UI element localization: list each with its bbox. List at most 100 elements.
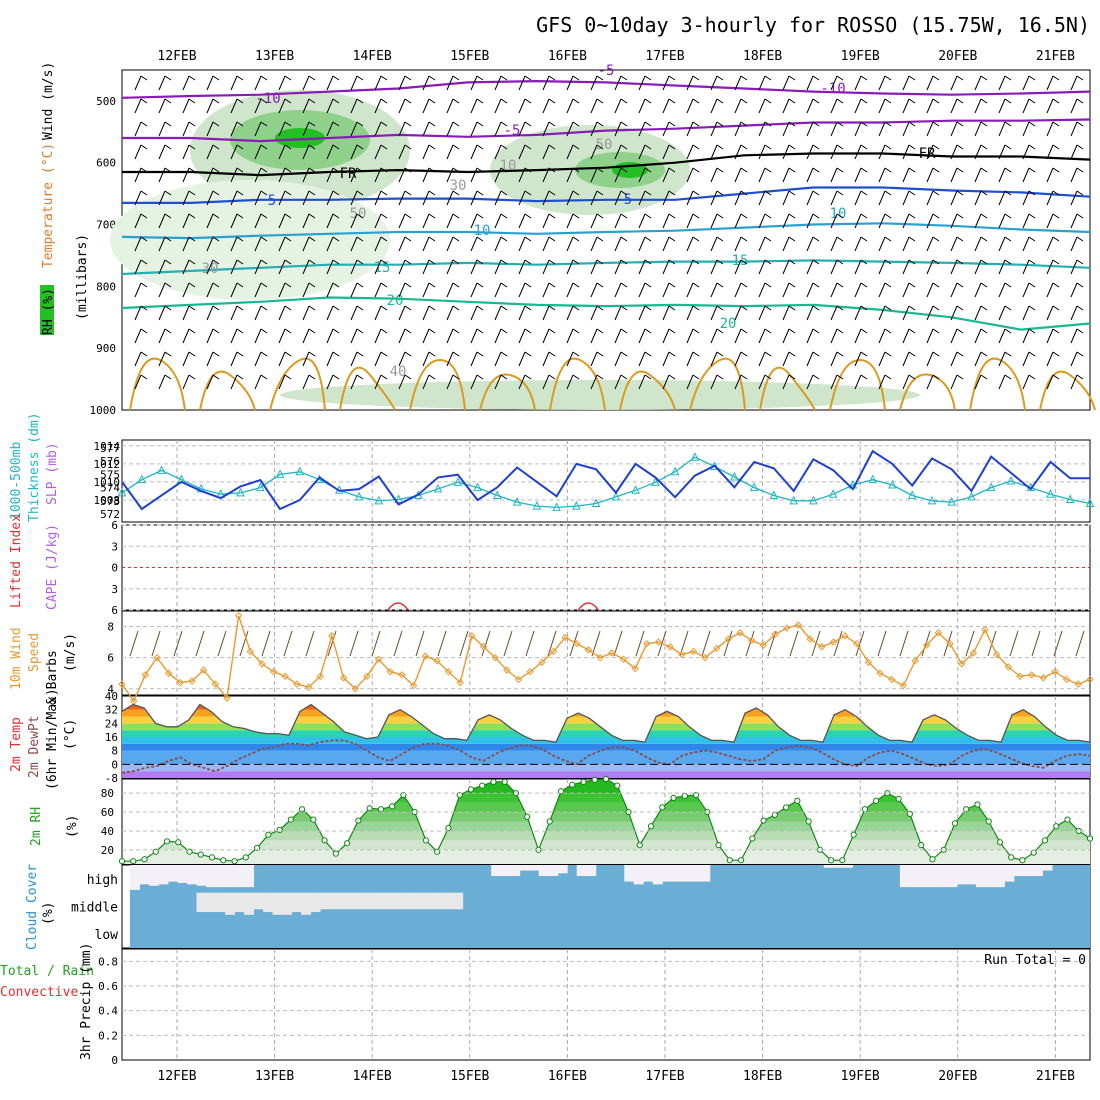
wind-barb <box>1022 144 1036 160</box>
wind-barb-flag <box>476 328 484 334</box>
wind-barb-flag <box>476 190 484 196</box>
wind-barb-flag <box>308 305 316 311</box>
wind-barb <box>902 282 916 298</box>
wind-barb <box>758 213 772 229</box>
wind-barb-flag <box>980 213 988 219</box>
wind-barb-shaft <box>950 98 958 114</box>
rh-tick: 40 <box>101 825 114 838</box>
wind-barb <box>758 328 772 344</box>
wind-barb <box>902 190 916 206</box>
wind-barb-shaft <box>614 259 622 275</box>
wind-barb-flag <box>356 213 364 219</box>
surface-wind-barb <box>195 630 205 657</box>
wind-barb <box>830 213 844 229</box>
cloud-high-bar <box>700 865 711 882</box>
wind-barb <box>758 236 772 252</box>
wind-barb-shaft <box>662 259 670 275</box>
wind-barb <box>446 351 460 367</box>
wind-barb-shaft <box>542 213 550 229</box>
thickness-point <box>394 494 403 503</box>
surface-wind-barb <box>371 630 381 657</box>
wind-barb <box>782 236 796 252</box>
cloud-middle-bar <box>282 892 293 915</box>
wind-barb-flag <box>1052 98 1060 104</box>
wind-barb-shaft <box>542 236 550 252</box>
wind-barb-flag <box>740 213 748 219</box>
wind-barb-shaft <box>302 328 310 344</box>
wind-barb <box>734 167 748 183</box>
wind-barb-shaft <box>518 167 526 183</box>
rh-point <box>963 806 970 813</box>
wind-barb <box>854 167 868 183</box>
wind-speed-point <box>1004 663 1013 671</box>
wind-barb <box>926 98 940 114</box>
cloud-high-bar <box>1023 865 1034 877</box>
wind-barb-flag <box>380 190 388 196</box>
wind-barb-shaft <box>806 374 814 390</box>
top-date-label: 21FEB <box>1036 49 1075 64</box>
wind-barb-flag <box>356 236 364 242</box>
wind-barb-flag <box>932 236 940 242</box>
wind-barb <box>134 144 148 160</box>
wind-barb-shaft <box>326 259 334 275</box>
rh-point <box>1086 835 1094 842</box>
wind-barb-shaft <box>878 328 886 344</box>
wind-barb <box>302 213 316 229</box>
wind-barb-shaft <box>1022 282 1030 298</box>
wind-speed-point <box>433 657 441 665</box>
wind-barb-flag <box>764 98 772 104</box>
wind-barb-shaft <box>710 259 718 275</box>
wind-barb-shaft <box>1070 167 1078 183</box>
wind-barb-shaft <box>254 374 262 390</box>
wind-barb <box>230 236 244 252</box>
wind-barb-flag <box>332 236 340 242</box>
bottom-date-label: 13FEB <box>255 1069 294 1084</box>
wind-barb-flag <box>836 75 844 81</box>
wind-barb-flag <box>668 121 676 127</box>
wind-barb <box>878 259 892 275</box>
wind-barb <box>326 190 340 206</box>
wind-barb-shaft <box>662 190 670 206</box>
wind-barb <box>494 190 508 206</box>
wind-barb <box>950 305 964 321</box>
wind-barb-flag <box>644 75 652 81</box>
wind-barb <box>494 98 508 114</box>
wind-barb-shaft <box>830 213 838 229</box>
wind-barb-shaft <box>926 305 934 321</box>
wind-barb-shaft <box>206 236 214 252</box>
wind-barb-flag <box>500 259 508 265</box>
wind-barb-flag <box>284 259 292 265</box>
wind-barb-shaft <box>182 259 190 275</box>
wind-barb-shaft <box>830 75 838 91</box>
wind-barb <box>134 190 148 206</box>
wind-barb-shaft <box>806 190 814 206</box>
wind-barb-flag <box>260 213 268 219</box>
wind-barb-flag <box>740 190 748 196</box>
wind-barb <box>158 167 172 183</box>
wind-barb <box>254 374 268 390</box>
wind-barb-flag <box>596 259 604 265</box>
wind-barb-shaft <box>926 75 934 91</box>
wind-barb <box>518 259 532 275</box>
wind-barb-flag <box>572 282 580 288</box>
wind-barb-flag <box>620 144 628 150</box>
wind-speed-point <box>328 632 336 640</box>
wind-barb-shaft <box>614 144 622 160</box>
rh-band <box>122 821 1090 831</box>
wind-barb-shaft <box>422 75 430 91</box>
wind-barb <box>806 282 820 298</box>
ylabel-2m-rh: 2m RH <box>29 807 44 846</box>
wind-barb-shaft <box>566 75 574 91</box>
cloud-middle-bar <box>358 892 369 910</box>
wind-barb-shaft <box>206 328 214 344</box>
wind-barb-shaft <box>830 167 838 183</box>
wind-barb <box>662 121 676 137</box>
wind-barb-flag <box>164 351 172 357</box>
wind-barb-flag <box>620 167 628 173</box>
wind-barb <box>422 190 436 206</box>
wind-barb <box>590 167 604 183</box>
wind-barb <box>782 282 796 298</box>
wind-barb <box>614 351 628 367</box>
wind-barb-flag <box>260 305 268 311</box>
thickness-point <box>749 482 759 492</box>
